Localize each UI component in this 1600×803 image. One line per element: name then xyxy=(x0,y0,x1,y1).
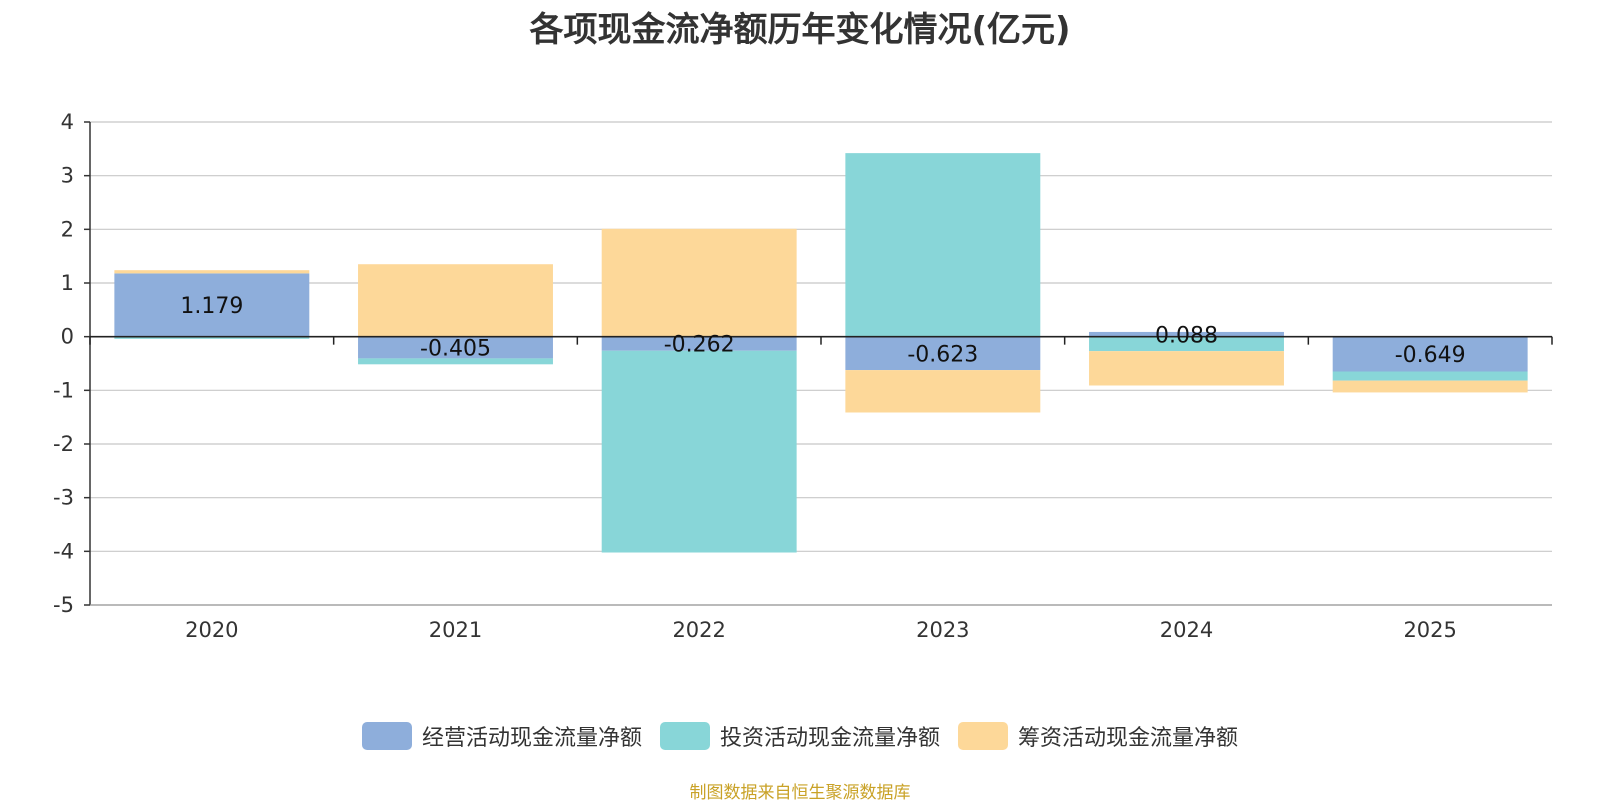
bar-1-2021 xyxy=(358,358,553,365)
y-tick-label: -3 xyxy=(53,486,74,510)
legend-swatch-investing xyxy=(659,722,710,750)
legend-label-financing: 筹资活动现金流量净额 xyxy=(1018,726,1239,751)
data-label-2023: -0.623 xyxy=(907,342,978,367)
bar-1-2020 xyxy=(114,336,310,339)
data-label-2022: -0.262 xyxy=(664,333,735,358)
bar-2-2025 xyxy=(1332,380,1528,393)
y-tick-label: 0 xyxy=(61,325,74,349)
bar-2-2023 xyxy=(845,370,1041,413)
bar-0-2025 xyxy=(1332,336,1528,372)
data-label-2024: 0.088 xyxy=(1155,323,1218,348)
bar-0-2020 xyxy=(114,273,310,337)
bar-layer xyxy=(114,153,1528,553)
y-tick-label: 3 xyxy=(61,164,74,188)
legend-item-financing[interactable]: 筹资活动现金流量净额 xyxy=(958,720,1238,752)
y-tick-label: 4 xyxy=(61,110,74,134)
y-tick-label: 1 xyxy=(61,271,74,295)
chart-title: 各项现金流净额历年变化情况(亿元) xyxy=(529,10,1071,50)
legend-label-investing: 投资活动现金流量净额 xyxy=(719,726,940,751)
bar-2-2021 xyxy=(358,264,553,337)
legend-swatch-financing xyxy=(958,722,1008,750)
data-label-2020: 1.179 xyxy=(180,294,243,319)
label-layer: 1.179 -0.405 -0.262 -0.623 0.088 -0.649 xyxy=(180,294,1465,368)
bar-0-2023 xyxy=(845,336,1041,371)
legend-item-investing[interactable]: 投资活动现金流量净额 xyxy=(659,720,940,752)
legend-label-operating: 经营活动现金流量净额 xyxy=(421,726,642,751)
bar-2-2022 xyxy=(601,228,797,337)
y-tick-label: -5 xyxy=(53,593,74,617)
bar-1-2024 xyxy=(1089,336,1284,352)
x-tick-label-2021: 2021 xyxy=(429,618,482,642)
bar-2-2024 xyxy=(1089,351,1284,386)
legend-swatch-operating xyxy=(361,722,412,750)
legend-item-operating[interactable]: 经营活动现金流量净额 xyxy=(361,720,642,752)
x-tick-label-2023: 2023 xyxy=(916,618,969,642)
y-tick-label: -1 xyxy=(53,378,74,402)
bar-1-2023 xyxy=(845,153,1041,337)
x-tick-label-2020: 2020 xyxy=(185,618,238,642)
bar-1-2025 xyxy=(1332,371,1528,381)
bar-1-2022 xyxy=(601,350,797,553)
data-label-2025: -0.649 xyxy=(1395,343,1466,368)
x-tick-label-2024: 2024 xyxy=(1160,618,1213,642)
legend: 经营活动现金流量净额 投资活动现金流量净额 筹资活动现金流量净额 xyxy=(0,720,1600,752)
bar-0-2022 xyxy=(601,336,797,351)
x-tick-label-2025: 2025 xyxy=(1403,618,1456,642)
y-tick-label: -2 xyxy=(53,432,74,456)
bar-0-2021 xyxy=(358,336,553,359)
bar-2-2020 xyxy=(114,270,310,274)
axis-layer: 4 3 2 1 0 -1 -2 -3 -4 -5 2020 2021 2022 2023 2024 2025 xyxy=(53,110,1553,642)
bar-0-2024 xyxy=(1089,331,1284,337)
source-note: 制图数据来自恒生聚源数据库 xyxy=(689,783,911,803)
y-tick-label: -4 xyxy=(53,539,74,563)
x-tick-label-2022: 2022 xyxy=(672,618,725,642)
data-label-2021: -0.405 xyxy=(420,337,491,362)
y-tick-label: 2 xyxy=(61,217,74,241)
